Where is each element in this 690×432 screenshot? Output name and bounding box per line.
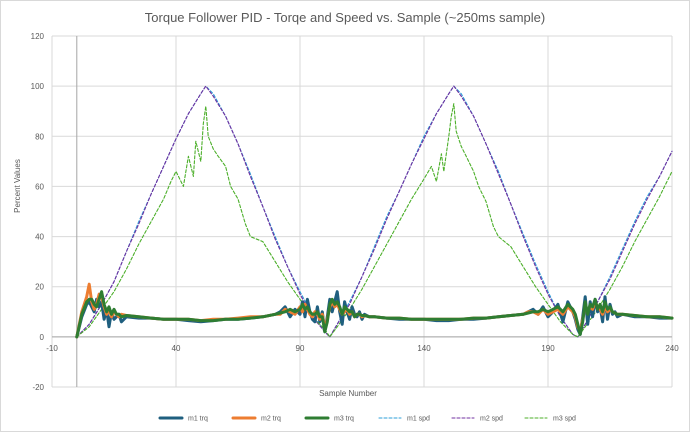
legend-label: m1 spd (407, 416, 430, 423)
legend-label: m1 trq (188, 416, 208, 423)
series-line-m3-spd (76, 103, 673, 338)
series-line-m3-trq (75, 290, 674, 339)
series-layer (75, 85, 674, 339)
y-tick-label: 40 (35, 233, 44, 242)
series-line-m2-spd (76, 85, 673, 338)
x-tick-label: -10 (46, 344, 58, 353)
legend-label: m3 trq (334, 416, 354, 423)
x-tick-label: 40 (172, 344, 181, 353)
x-axis-label: Sample Number (319, 389, 377, 398)
axes (52, 36, 672, 387)
y-tick-label: 80 (35, 132, 44, 141)
legend-label: m2 spd (480, 416, 503, 423)
x-tick-label: 140 (417, 344, 431, 353)
y-tick-label: 120 (31, 32, 45, 41)
x-tick-label: 90 (296, 344, 305, 353)
x-tick-label: 190 (541, 344, 555, 353)
y-axis-label: Percent Values (13, 159, 22, 213)
legend-label: m3 spd (553, 416, 576, 423)
x-tick-label: 240 (665, 344, 679, 353)
y-tick-label: 100 (31, 82, 45, 91)
legend-label: m2 trq (261, 416, 281, 423)
y-tick-label: 0 (40, 333, 45, 342)
y-tick-label: 20 (35, 283, 44, 292)
chart-title: Torque Follower PID - Torqe and Speed vs… (145, 10, 545, 25)
y-tick-label: 60 (35, 182, 44, 191)
series-line-m1-spd (76, 85, 673, 338)
tick-labels: -20 0 20 40 60 80 100 120 -10 40 90 140 190 240 (31, 32, 680, 392)
y-tick-label: -20 (32, 383, 44, 392)
legend: m1 trq m2 trq m3 trq m1 spd m2 spd m3 spd (158, 416, 576, 423)
